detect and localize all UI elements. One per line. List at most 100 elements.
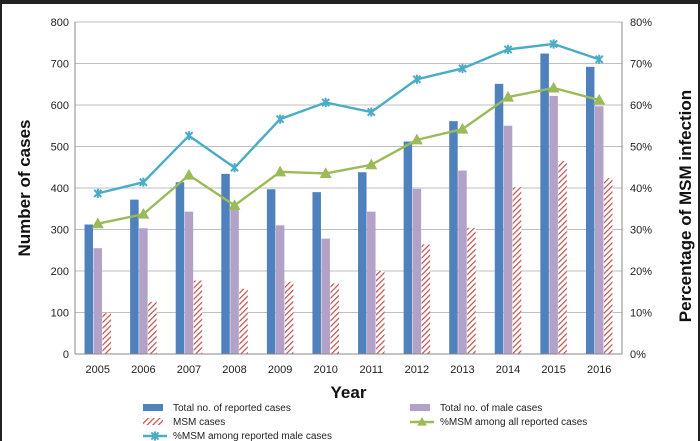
legend-label: %MSM among all reported cases xyxy=(440,417,587,428)
bar xyxy=(412,188,422,354)
bar xyxy=(585,66,595,354)
series-line xyxy=(97,42,600,195)
bar xyxy=(221,173,230,354)
y-tick-label: 600 xyxy=(51,100,69,112)
bar xyxy=(130,199,139,354)
bar xyxy=(184,211,194,354)
y-axis-title: Number of cases xyxy=(15,120,34,257)
bar xyxy=(175,182,185,354)
y-tick-label: 800 xyxy=(51,17,69,29)
bar xyxy=(148,301,157,354)
legend-label: Total no. of male cases xyxy=(440,403,542,414)
bar xyxy=(330,283,339,354)
x-tick-label: 2010 xyxy=(313,364,337,376)
x-tick-label: 2009 xyxy=(268,364,292,376)
line-point xyxy=(458,63,467,74)
line-point xyxy=(503,44,513,54)
bar xyxy=(239,288,248,354)
bar xyxy=(284,281,294,354)
x-tick-label: 2011 xyxy=(359,364,383,376)
y2-tick-label: 70% xyxy=(630,59,652,71)
x-tick-label: 2008 xyxy=(222,364,246,376)
series-line xyxy=(97,86,600,225)
line-point xyxy=(593,93,606,105)
legend-label: %MSM among reported male cases xyxy=(173,431,332,441)
y-tick-label: 500 xyxy=(51,142,69,154)
line-point xyxy=(417,417,427,426)
legend-item: MSM cases xyxy=(143,417,225,428)
bar xyxy=(458,170,467,354)
bar xyxy=(93,248,103,354)
bar xyxy=(275,225,285,354)
bar xyxy=(421,244,431,354)
bar xyxy=(321,238,330,354)
line-point xyxy=(93,188,103,198)
bar xyxy=(102,313,112,354)
legend-item: Total no. of reported cases xyxy=(143,403,291,414)
bar xyxy=(540,53,549,354)
line-point xyxy=(150,431,160,441)
y-tick-label: 300 xyxy=(51,225,69,237)
line-point xyxy=(547,81,560,93)
bar xyxy=(558,161,567,354)
line-point xyxy=(319,167,332,178)
y2-tick-label: 80% xyxy=(630,17,652,29)
bar xyxy=(193,280,203,354)
x-tick-label: 2012 xyxy=(405,364,429,376)
x-tick-label: 2013 xyxy=(450,364,474,376)
bar xyxy=(139,228,148,354)
bar xyxy=(449,121,458,354)
line-point xyxy=(456,122,469,134)
x-tick-label: 2015 xyxy=(541,364,565,376)
y2-tick-label: 20% xyxy=(630,266,652,278)
bar xyxy=(266,189,276,354)
line-point xyxy=(549,39,558,49)
bar xyxy=(403,141,413,354)
legend-item: %MSM among reported male cases xyxy=(143,431,332,441)
legend-label: MSM cases xyxy=(173,417,225,428)
y2-tick-label: 10% xyxy=(630,308,652,320)
y-tick-label: 0 xyxy=(63,349,69,361)
bar xyxy=(367,211,376,354)
line-point xyxy=(91,217,104,229)
line-point xyxy=(139,177,148,187)
bar xyxy=(84,224,94,354)
x-axis-title: Year xyxy=(331,383,367,402)
line-point xyxy=(275,114,285,124)
bar xyxy=(503,125,513,354)
x-tick-label: 2014 xyxy=(496,364,520,376)
legend-label: Total no. of reported cases xyxy=(173,403,291,414)
bar xyxy=(549,95,558,355)
bar xyxy=(376,271,385,354)
bar xyxy=(494,83,504,355)
bar xyxy=(358,172,367,354)
line-point xyxy=(184,131,194,141)
y2-axis-title: Percentage of MSM infection xyxy=(676,90,695,322)
bar xyxy=(230,208,239,354)
legend-swatch xyxy=(143,418,163,425)
line-point xyxy=(274,165,287,177)
y2-tick-label: 50% xyxy=(630,142,652,154)
line-point xyxy=(137,207,150,219)
bar xyxy=(603,178,613,354)
legend-swatch xyxy=(410,404,430,411)
y-tick-label: 100 xyxy=(51,308,69,320)
line-point xyxy=(412,74,422,84)
legend-swatch xyxy=(143,404,163,411)
line-point xyxy=(594,54,604,64)
y-tick-label: 700 xyxy=(51,59,69,71)
legend-item: Total no. of male cases xyxy=(410,403,542,414)
y-tick-label: 200 xyxy=(51,266,69,278)
bar xyxy=(467,227,476,354)
x-tick-label: 2007 xyxy=(177,364,201,376)
y-tick-label: 400 xyxy=(51,183,69,195)
line-point xyxy=(230,163,239,173)
x-tick-label: 2005 xyxy=(86,364,110,376)
bar xyxy=(512,187,522,354)
line-point xyxy=(366,107,376,117)
bar xyxy=(312,192,321,354)
y2-tick-label: 40% xyxy=(630,183,652,195)
x-tick-label: 2016 xyxy=(587,364,611,376)
